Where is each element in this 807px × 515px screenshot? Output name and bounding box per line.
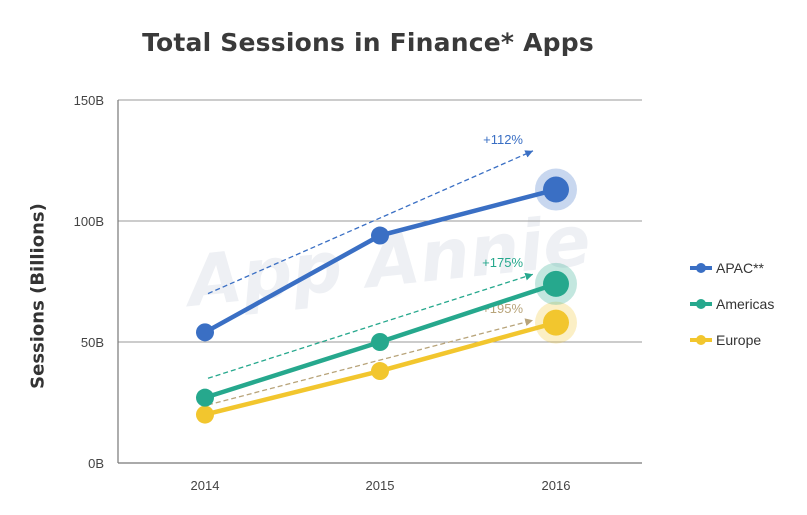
legend: APAC** Americas Europe bbox=[690, 260, 774, 348]
legend-swatch-dot bbox=[696, 335, 706, 345]
y-tick-label: 50B bbox=[81, 335, 104, 350]
data-point bbox=[543, 176, 569, 203]
x-tick-label: 2015 bbox=[366, 478, 395, 493]
growth-arrow bbox=[207, 150, 534, 295]
growth-label: +112% bbox=[483, 132, 523, 147]
y-tick-label: 100B bbox=[74, 214, 104, 229]
watermark-text: App Annie bbox=[179, 199, 594, 323]
data-point bbox=[196, 405, 214, 424]
legend-swatch-dot bbox=[696, 299, 706, 309]
data-point bbox=[543, 309, 569, 336]
y-tick-label: 0B bbox=[88, 456, 104, 471]
x-tick-label: 2014 bbox=[191, 478, 220, 493]
chart-title: Total Sessions in Finance* Apps bbox=[142, 28, 594, 57]
legend-label: Americas bbox=[716, 296, 774, 312]
data-point bbox=[543, 270, 569, 297]
data-point bbox=[196, 323, 214, 342]
data-point bbox=[196, 388, 214, 407]
growth-arrows-layer: +112%+175%+195% bbox=[207, 132, 534, 406]
x-tick-label: 2016 bbox=[542, 478, 571, 493]
series-layer bbox=[196, 168, 577, 424]
y-tick-label: 150B bbox=[74, 93, 104, 108]
grid-layer: 0B 50B 100B 150B 2014 2015 2016 bbox=[74, 93, 642, 493]
data-point bbox=[371, 333, 389, 351]
legend-label: Europe bbox=[716, 332, 761, 348]
data-point bbox=[371, 226, 389, 245]
growth-arrow bbox=[207, 272, 534, 379]
legend-swatch-dot bbox=[696, 263, 706, 273]
data-point bbox=[371, 362, 389, 381]
legend-label: APAC** bbox=[716, 260, 765, 276]
growth-label: +175% bbox=[482, 255, 523, 270]
